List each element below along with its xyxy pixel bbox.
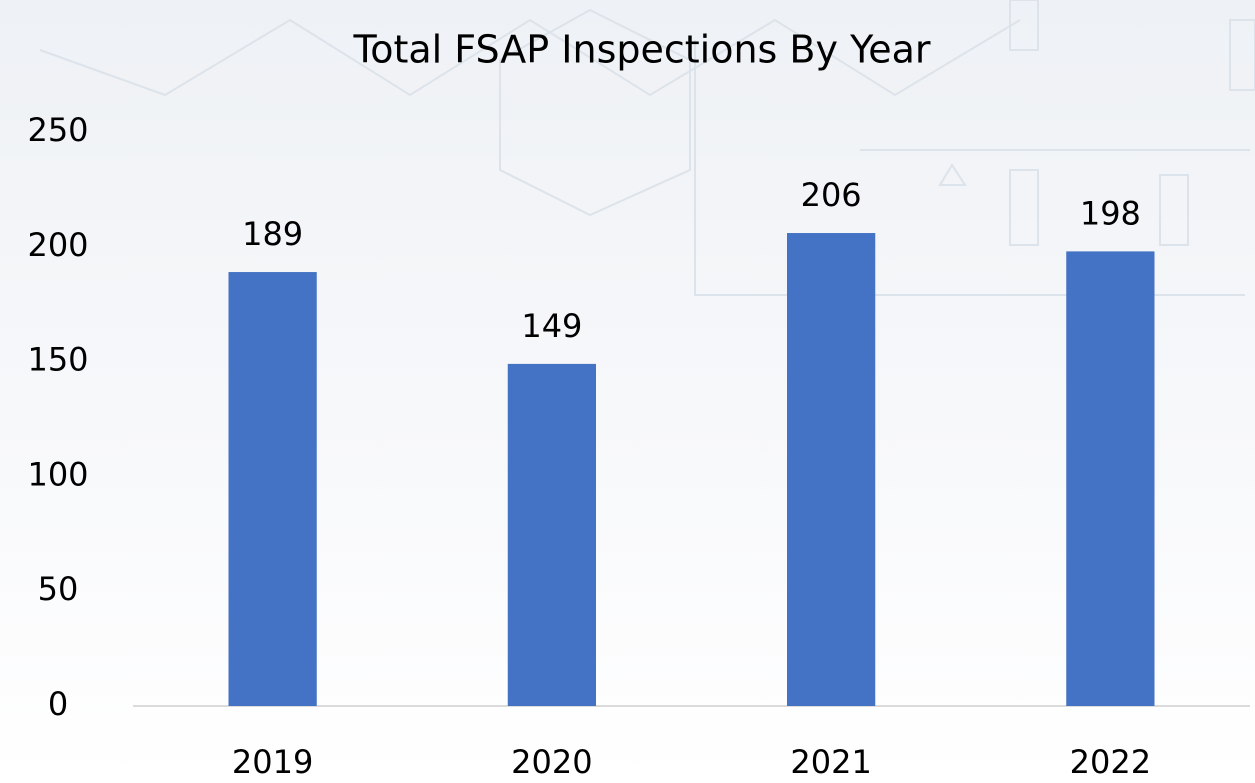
y-tick-label: 200	[27, 226, 88, 264]
data-label: 206	[801, 176, 862, 214]
x-tick-label: 2019	[232, 743, 313, 781]
y-tick-label: 50	[38, 570, 79, 608]
x-tick-label: 2020	[511, 743, 592, 781]
x-tick-label: 2022	[1070, 743, 1151, 781]
y-tick-label: 150	[27, 341, 88, 379]
bar	[1066, 251, 1155, 706]
data-label: 149	[521, 307, 582, 345]
y-tick-label: 250	[27, 111, 88, 149]
data-label: 189	[242, 215, 303, 253]
y-tick-label: 100	[27, 455, 88, 493]
x-tick-label: 2021	[790, 743, 871, 781]
chart-title: Total FSAP Inspections By Year	[352, 28, 930, 72]
data-label: 198	[1080, 194, 1141, 232]
bar	[787, 233, 876, 707]
bar	[507, 363, 596, 706]
y-tick-label: 0	[48, 685, 68, 723]
background-pattern	[39, 0, 1255, 296]
bar	[228, 272, 317, 706]
